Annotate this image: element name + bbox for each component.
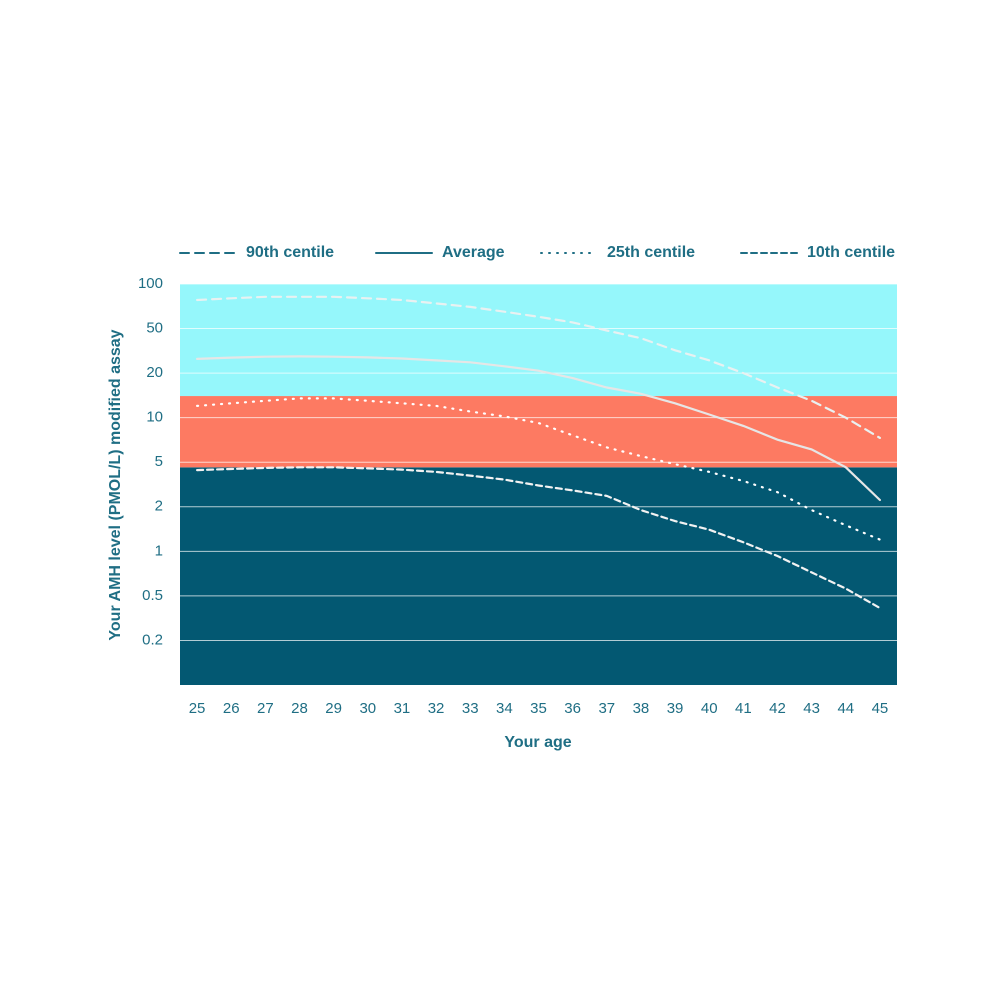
x-tick-label: 31 xyxy=(394,700,411,717)
series-line xyxy=(196,355,881,502)
legend-text: 10th centile xyxy=(807,244,895,261)
x-tick-label: 32 xyxy=(428,700,445,717)
x-tick-label: 34 xyxy=(496,700,513,717)
x-tick-label: 25 xyxy=(189,700,206,717)
x-tick-label: 29 xyxy=(325,700,342,717)
legend-item: 90th centile xyxy=(179,244,334,261)
x-tick-label: 39 xyxy=(667,700,684,717)
series-line xyxy=(196,397,881,541)
x-tick-label: 26 xyxy=(223,700,240,717)
y-tick-label: 50 xyxy=(146,320,163,337)
x-tick-label: 41 xyxy=(735,700,752,717)
x-tick-label: 35 xyxy=(530,700,547,717)
x-tick-label: 42 xyxy=(769,700,786,717)
x-tick-label: 27 xyxy=(257,700,274,717)
x-tick-label: 37 xyxy=(598,700,615,717)
x-tick-label: 45 xyxy=(872,700,889,717)
legend-item: 25th centile xyxy=(540,244,695,261)
x-tick-label: 36 xyxy=(564,700,581,717)
band xyxy=(180,396,897,468)
legend-text: 25th centile xyxy=(607,244,695,261)
band xyxy=(180,284,897,397)
x-tick-label: 30 xyxy=(359,700,376,717)
y-tick-label: 1 xyxy=(155,542,163,559)
y-tick-label: 10 xyxy=(146,409,163,426)
legend-item: 10th centile xyxy=(740,244,895,261)
legend-text: Average xyxy=(442,244,505,261)
x-tick-label: 28 xyxy=(291,700,308,717)
legend-text: 90th centile xyxy=(246,244,334,261)
y-tick-label: 5 xyxy=(155,453,163,470)
series-line xyxy=(196,466,881,610)
x-tick-label: 43 xyxy=(803,700,820,717)
x-tick-label: 40 xyxy=(701,700,718,717)
y-tick-label: 20 xyxy=(146,364,163,381)
y-tick-label: 100 xyxy=(138,275,163,292)
series-line xyxy=(196,295,881,439)
x-tick-label: 33 xyxy=(462,700,479,717)
y-tick-label: 2 xyxy=(155,498,163,515)
band xyxy=(180,467,897,685)
x-axis-title: Your age xyxy=(504,734,571,751)
y-tick-label: 0.5 xyxy=(142,587,163,604)
x-tick-label: 44 xyxy=(837,700,854,717)
y-tick-label: 0.2 xyxy=(142,631,163,648)
legend-item: Average xyxy=(375,244,505,261)
y-axis-title: Your AMH level (PMOL/L) modified assay xyxy=(107,329,124,640)
x-tick-label: 38 xyxy=(633,700,650,717)
